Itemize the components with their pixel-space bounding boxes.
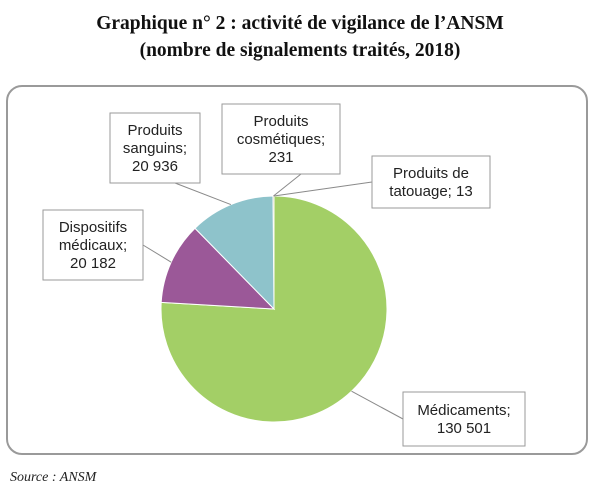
label-box-produits-cosmetiques: [221, 103, 341, 175]
data-label-produits-sanguins-line2: sanguins;: [123, 140, 187, 157]
chart-title-line1: Graphique n° 2 : activité de vigilance d…: [96, 13, 504, 34]
data-label-produits-de-tatouage-line2: tatouage; 13: [389, 183, 472, 200]
chart-title-line2: (nombre de signalements traités, 2018): [139, 40, 461, 61]
data-label-produits-sanguins-line3: 20 936: [132, 158, 178, 175]
label-box-medicaments: [402, 391, 526, 447]
pie-slice-produits-sanguins: [194, 195, 275, 311]
label-box-produits-sanguins: [109, 112, 201, 184]
leader-line-dispositifs-medicaux: [142, 244, 172, 263]
leader-line-produits-sanguins: [174, 182, 232, 206]
data-label-dispositifs-medicaux-line3: 20 182: [70, 255, 116, 272]
data-label-produits-cosmetiques-line1: Produits: [253, 113, 308, 130]
leader-line-medicaments: [351, 390, 404, 420]
data-label-produits-de-tatouage-line1: Produits de: [393, 165, 469, 182]
data-label-medicaments-line1: Médicaments;: [417, 402, 510, 419]
data-label-dispositifs-medicaux-line2: médicaux;: [59, 237, 127, 254]
leader-line-produits-cosmetiques: [273, 173, 302, 197]
pie-labels: Médicaments;130 501Dispositifsmédicaux;2…: [42, 103, 526, 447]
data-label-produits-sanguins-line1: Produits: [127, 122, 182, 139]
label-box-dispositifs-medicaux: [42, 209, 144, 281]
data-label-dispositifs-medicaux-line1: Dispositifs: [59, 219, 127, 236]
data-label-produits-cosmetiques-line3: 231: [268, 149, 293, 166]
source-note: Source : ANSM: [10, 470, 97, 485]
chart-title: Graphique n° 2 : activité de vigilance d…: [0, 10, 600, 64]
leader-line-produits-de-tatouage: [273, 181, 373, 197]
data-label-produits-cosmetiques-line2: cosmétiques;: [237, 131, 325, 148]
label-box-produits-de-tatouage: [371, 155, 491, 209]
pie-slices: [160, 195, 388, 423]
data-label-medicaments-line2: 130 501: [437, 420, 491, 437]
